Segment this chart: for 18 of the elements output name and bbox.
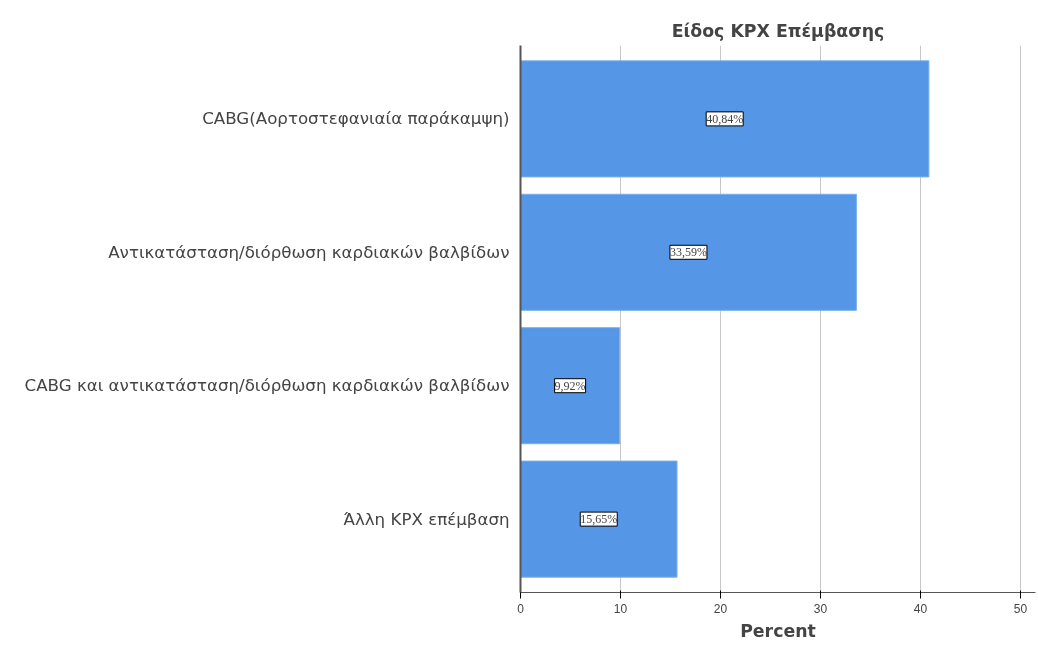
x-tick-label: 20 — [713, 601, 728, 616]
bar — [520, 193, 857, 311]
x-tick-label: 10 — [613, 601, 628, 616]
y-tick-label: Αντικατάσταση/διόρθωση καρδιακών βαλβίδων — [108, 242, 510, 262]
x-tick-label: 50 — [1013, 601, 1028, 616]
x-tick-label: 40 — [913, 601, 928, 616]
data-label: 9,92% — [554, 378, 586, 393]
chart-title: Είδος ΚΡΧ Επέμβασης — [671, 20, 885, 41]
x-axis-title: Percent — [740, 620, 816, 641]
y-tick-label: CABG(Αορτοστεφανιαία παράκαμψη) — [202, 109, 510, 129]
x-tick-label: 30 — [813, 601, 828, 616]
bar — [520, 327, 621, 445]
bar — [520, 460, 678, 578]
y-tick-label: Άλλη ΚΡΧ επέμβαση — [343, 509, 510, 529]
y-tick-label: CABG και αντικατάσταση/διόρθωση καρδιακών βαλβίδων — [24, 376, 510, 396]
data-label: 15,65% — [580, 512, 618, 527]
bar — [520, 60, 930, 178]
x-tick-label: 0 — [517, 601, 525, 616]
